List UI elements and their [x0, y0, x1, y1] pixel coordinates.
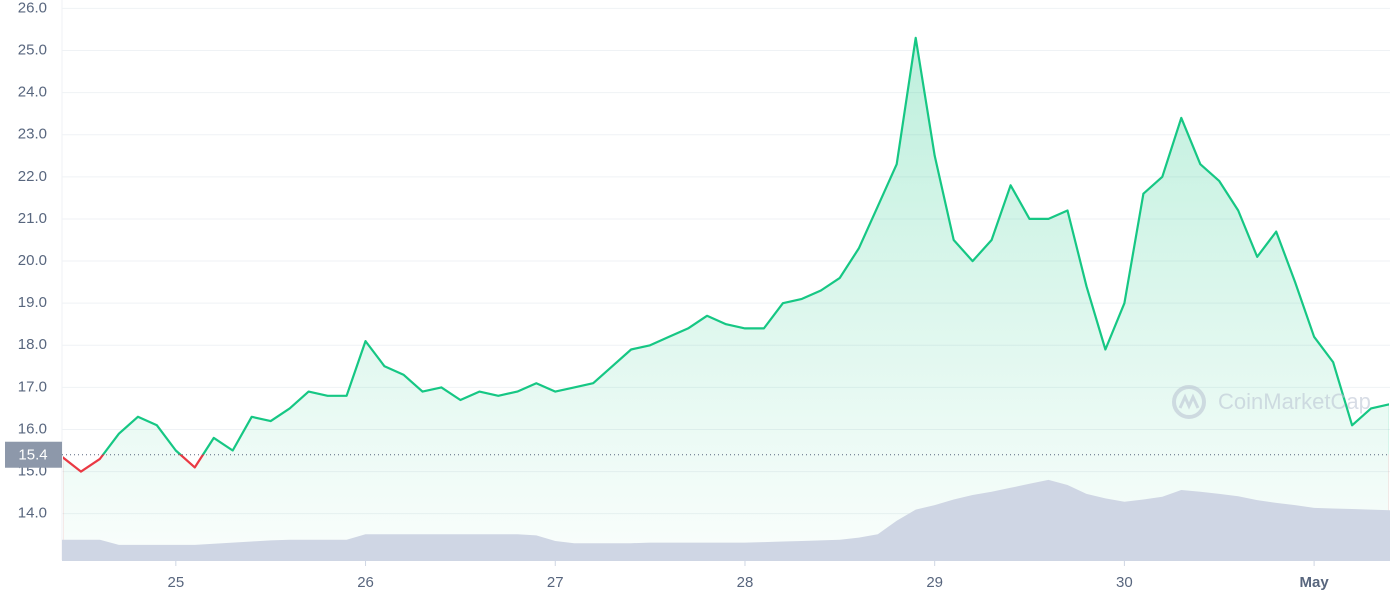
y-tick-label: 22.0 — [18, 168, 47, 185]
y-tick-label: 21.0 — [18, 210, 47, 227]
price-line — [63, 36, 1389, 559]
watermark-logo — [1172, 385, 1206, 419]
x-tick-label: 25 — [167, 574, 184, 591]
y-tick-label: 25.0 — [18, 41, 47, 58]
y-tick-label: 26.0 — [18, 0, 47, 16]
watermark-logo-mark — [1178, 393, 1200, 410]
x-tick-label: 30 — [1116, 574, 1133, 591]
x-tick-label: May — [1300, 574, 1330, 591]
y-tick-label: 14.0 — [18, 505, 47, 522]
volume-area — [62, 479, 1390, 560]
y-tick-label: 16.0 — [18, 420, 47, 437]
x-tick-label: 29 — [926, 574, 943, 591]
y-tick-label: 24.0 — [18, 84, 47, 101]
reference-label: 15.4 — [18, 447, 47, 464]
x-tick-label: 28 — [737, 574, 754, 591]
reference-badge — [5, 441, 62, 468]
y-tick-label: 19.0 — [18, 294, 47, 311]
x-tick-label: 26 — [357, 574, 374, 591]
y-tick-label: 23.0 — [18, 126, 47, 143]
x-tick-label: 27 — [547, 574, 564, 591]
y-tick-label: 20.0 — [18, 252, 47, 269]
watermark-text: CoinMarketCap — [1218, 389, 1371, 414]
y-tick-label: 18.0 — [18, 336, 47, 353]
y-tick-label: 17.0 — [18, 378, 47, 395]
watermark: CoinMarketCap — [1172, 385, 1371, 419]
